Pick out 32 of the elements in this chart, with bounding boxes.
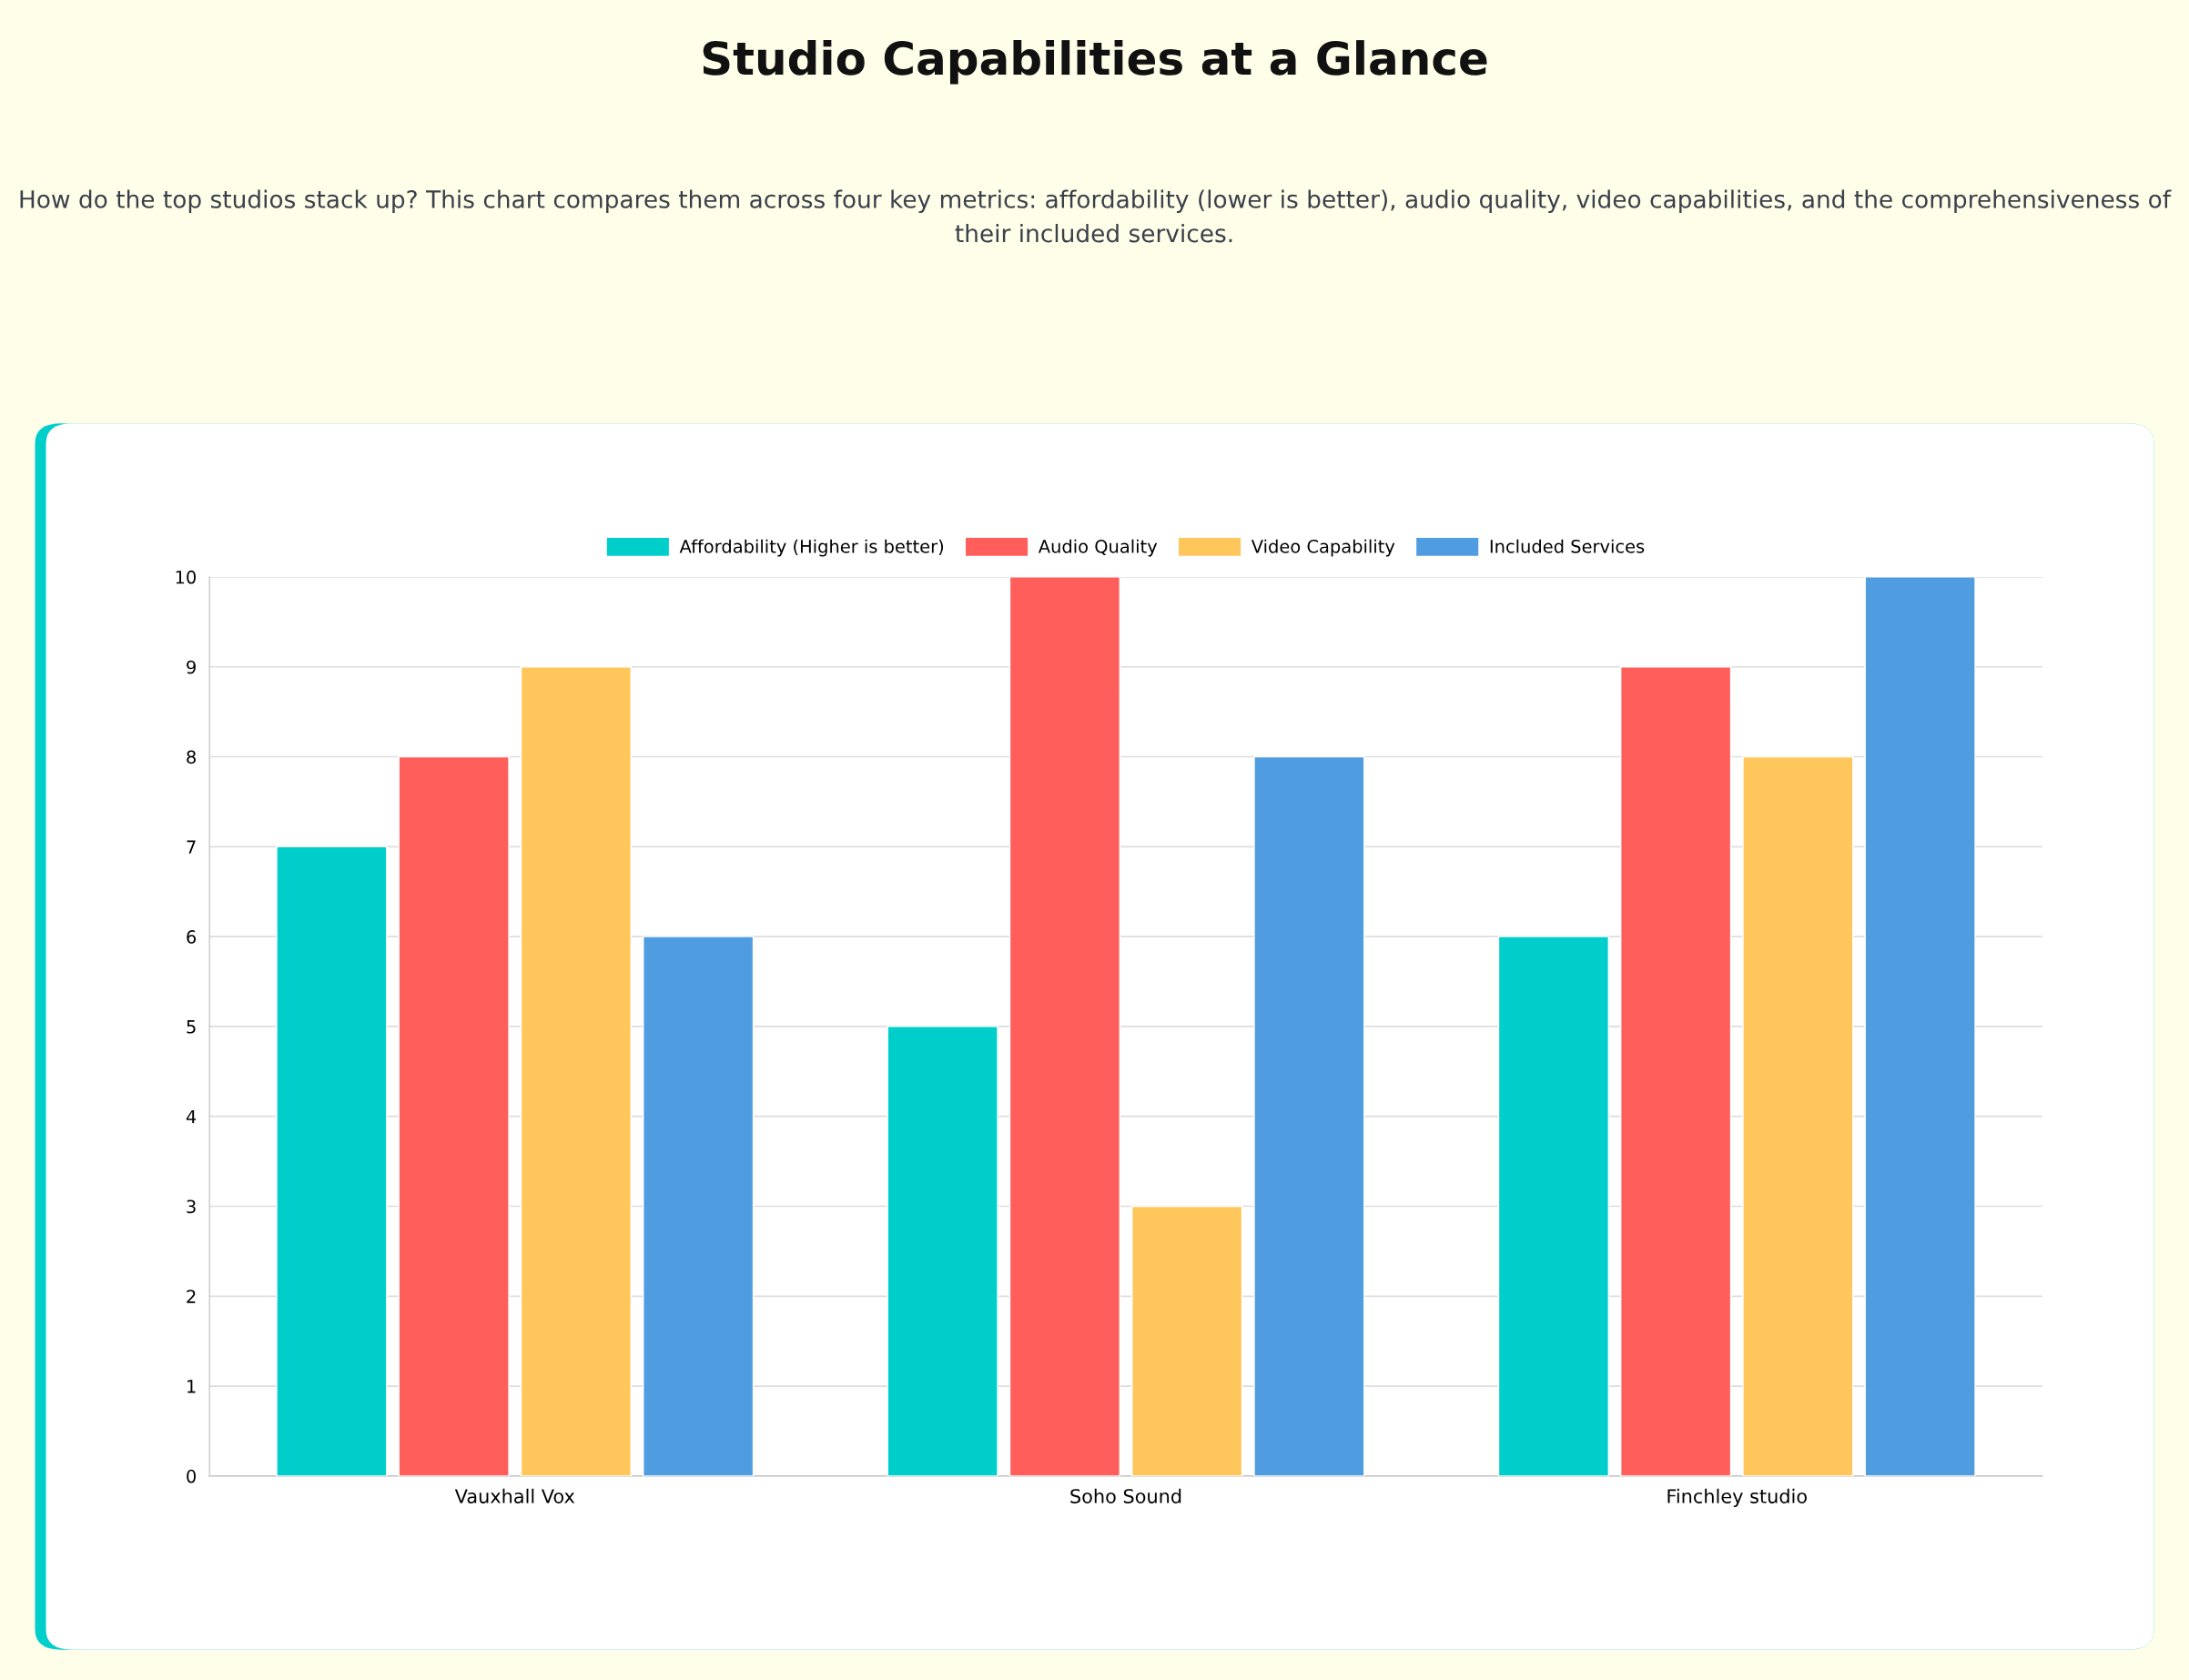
bar [1742,755,1854,1476]
bar [1620,666,1732,1476]
bar [1008,576,1120,1476]
y-tick-label: 5 [187,1020,196,1034]
bar [887,1026,998,1476]
legend-label: Audio Quality [1038,539,1158,557]
x-tick-label: Vauxhall Vox [454,1488,575,1503]
bar [643,936,755,1476]
bar [1864,576,1976,1476]
bar [1497,936,1609,1476]
x-tick-label: Soho Sound [1070,1488,1181,1503]
chart-subtitle: How do the top studios stack up? This chart compares them across four key metrics: affordability (lower is better), audio quality, video capabilities, and the comprehensiveness of their included services. [20,189,2172,243]
bar [398,755,510,1476]
y-tick-label: 9 [187,660,196,674]
y-tick-label: 3 [187,1199,196,1214]
x-tick-label: Finchley studio [1667,1488,1807,1507]
chart-title: Studio Capabilities at a Glance [703,40,1487,85]
bar [520,666,633,1476]
legend-label: Affordability (Higher is better) [679,539,944,557]
y-tick-label: 1 [187,1380,196,1393]
y-tick-label: 6 [187,930,197,944]
y-tick-label: 0 [187,1469,196,1483]
legend-label: Video Capability [1251,539,1395,557]
y-tick-label: 4 [186,1109,197,1124]
bar [1253,755,1365,1476]
legend-label: Included Services [1490,539,1645,553]
bar [276,845,388,1476]
y-tick-label: 10 [176,570,196,584]
y-tick-label: 8 [187,750,196,764]
y-tick-label: 7 [187,840,196,854]
bar [1131,1205,1243,1476]
y-tick-label: 2 [187,1290,196,1303]
